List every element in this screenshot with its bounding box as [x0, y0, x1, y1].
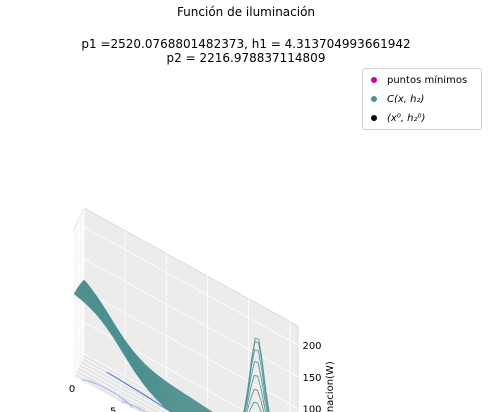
legend-label-minimos: puntos mínimos	[387, 74, 468, 86]
legend: puntos mínimos C(x, h₂) (x⁰, h₂⁰)	[362, 68, 482, 130]
chart-subtitle-line-2: p2 = 2216.978837114809	[166, 51, 326, 65]
grid-z-3	[73, 258, 299, 378]
grid-z-4	[73, 226, 299, 346]
x-tick-label-1: 5	[110, 407, 116, 412]
legend-item-initial-point: (x⁰, h₂⁰)	[371, 110, 425, 126]
surface-curve-41	[83, 279, 270, 412]
z-tick-label-3: 150	[302, 373, 321, 384]
z-tick-label-2: 100	[302, 405, 321, 412]
z-tick-label-4: 200	[302, 341, 321, 352]
legend-marker-initial-point	[371, 115, 377, 121]
chart-subtitle-line-1: p1 =2520.0768801482373, h1 = 4.313704993…	[81, 37, 411, 51]
grid-x-3	[207, 276, 208, 412]
grid-z-0	[73, 353, 191, 412]
legend-item-minimos: puntos mínimos	[371, 72, 467, 88]
legend-label-surface: C(x, h₂)	[387, 93, 425, 105]
x-tick-label-0: 0	[69, 384, 75, 395]
legend-marker-minimos	[371, 77, 377, 83]
floor-contour-7-33	[121, 401, 147, 412]
floor-projection-line	[106, 371, 173, 412]
grid-x-4	[248, 298, 250, 412]
legend-item-surface: C(x, h₂)	[371, 91, 424, 107]
grid-x-5	[289, 321, 291, 412]
z-axis-label: Iluminacion(W)	[325, 361, 336, 412]
legend-label-initial-point: (x⁰, h₂⁰)	[387, 112, 426, 124]
legend-marker-surface	[371, 96, 377, 102]
chart-title: Función de iluminación	[176, 5, 316, 19]
grid-z-1	[73, 321, 248, 412]
